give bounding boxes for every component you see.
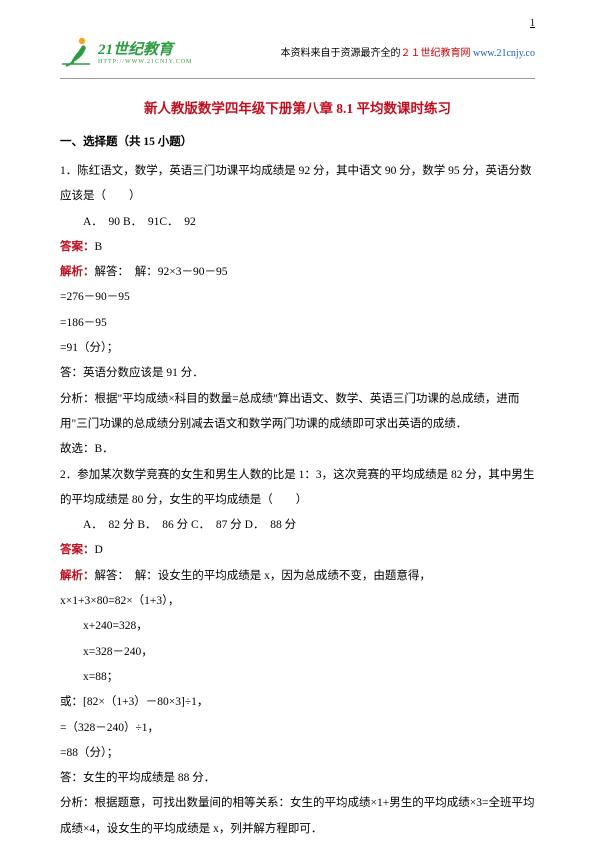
q1-step3: =186－95 (60, 311, 535, 336)
q1-step1: 92×3－90－95 (158, 266, 228, 278)
logo-runner-icon (60, 34, 94, 68)
q2-answer-value: D (95, 544, 103, 556)
header-prefix: 本资料来自于资源最齐全的 (280, 48, 400, 59)
page-header: 21世纪教育 HTTP://WWW.21CNJY.COM 本资料来自于资源最齐全… (60, 32, 535, 70)
logo-url: HTTP://WWW.21CNJY.COM (98, 59, 192, 65)
q2-opt-d: D． 88 分 (245, 519, 296, 531)
page-number: 1 (530, 18, 535, 29)
q1-choice: 故选：B． (60, 437, 535, 462)
header-site-name: ２１世纪教育网 (400, 48, 470, 59)
q1-opt-c: C． 92 (159, 216, 195, 228)
site-logo: 21世纪教育 HTTP://WWW.21CNJY.COM (60, 32, 190, 70)
q1-analysis: 解析：解答： 解：92×3－90－95 (60, 260, 535, 285)
q1-answer: 答案：B (60, 235, 535, 260)
header-divider (60, 78, 535, 79)
logo-text: 21世纪教育 HTTP://WWW.21CNJY.COM (98, 38, 192, 65)
q2-analysis: 解析：解答： 解：设女生的平均成绩是 x，因为总成绩不变，由题意得， (60, 564, 535, 589)
q2-eq1: x×1+3×80=82×（1+3）， (60, 589, 535, 614)
answer-label: 答案： (60, 241, 95, 253)
q2-options: A． 82 分 B． 86 分 C． 87 分 D． 88 分 (60, 513, 535, 538)
q2-or3: =88（分）； (60, 741, 535, 766)
analysis-label: 解析： (60, 266, 95, 278)
header-url: www.21cnjy.co (473, 48, 535, 59)
q2-or2: =（328－240）÷1， (60, 716, 535, 741)
q2-setup: 设女生的平均成绩是 x，因为总成绩不变，由题意得， (158, 570, 431, 582)
q1-step4: =91（分）； (60, 336, 535, 361)
q2-conclude: 答：女生的平均成绩是 88 分． (60, 766, 535, 791)
q1-answer-value: B (95, 241, 103, 253)
q2-answer: 答案：D (60, 538, 535, 563)
q2-eq2: x+240=328， (60, 614, 535, 639)
q2-explain: 分析：根据题意，可找出数量间的相等关系：女生的平均成绩×1+男生的平均成绩×3=… (60, 791, 535, 842)
q1-stem: 1．陈红语文，数学，英语三门功课平均成绩是 92 分，其中语文 90 分，数学 … (60, 159, 535, 210)
q2-eq3: x=328－240， (60, 640, 535, 665)
q2-solve-label: 解答： 解： (95, 570, 158, 582)
q2-opt-a: A． 82 分 (83, 519, 134, 531)
q1-opt-a: A． 90 (83, 216, 120, 228)
q1-options: A． 90 B． 91C． 92 (60, 210, 535, 235)
q2-opt-c: C． 87 分 (191, 519, 242, 531)
q2-stem: 2．参加某次数学竞赛的女生和男生人数的比是 1：3，这次竞赛的平均成绩是 82 … (60, 463, 535, 514)
q1-conclude: 答：英语分数应该是 91 分． (60, 361, 535, 386)
document-body: 1．陈红语文，数学，英语三门功课平均成绩是 92 分，其中语文 90 分，数学 … (60, 159, 535, 842)
logo-brand: 21世纪教育 (98, 38, 192, 59)
q1-solve-label: 解答： 解： (95, 266, 158, 278)
answer-label: 答案： (60, 544, 95, 556)
header-attribution: 本资料来自于资源最齐全的２１世纪教育网 www.21cnjy.co (280, 44, 535, 59)
q1-opt-b: B． 91 (123, 216, 159, 228)
q2-eq4: x=88； (60, 665, 535, 690)
q2-opt-b: B． 86 分 (137, 519, 188, 531)
q1-explain: 分析：根据"平均成绩×科目的数量=总成绩"算出语文、数学、英语三门功课的总成绩，… (60, 387, 535, 438)
section-heading: 一、选择题（共 15 小题） (60, 133, 535, 149)
q2-or: 或：[82×（1+3）－80×3]÷1， (60, 690, 535, 715)
analysis-label: 解析： (60, 570, 95, 582)
q1-step2: =276－90－95 (60, 285, 535, 310)
document-title: 新人教版数学四年级下册第八章 8.1 平均数课时练习 (60, 97, 535, 117)
